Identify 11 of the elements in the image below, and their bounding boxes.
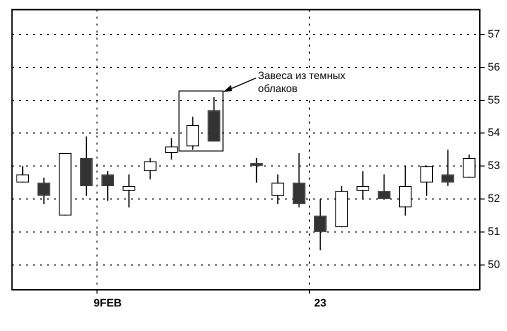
y-tick-label: 54 [488,127,500,140]
y-tick-label: 51 [488,226,500,238]
annotation: Завеса из темных облаков [258,70,358,96]
y-tick-label: 53 [488,160,500,172]
x-tick-label: 9FEB [94,297,122,310]
y-tick-label: 56 [488,61,500,74]
x-tick-label: 23 [314,297,326,310]
y-tick-label: 50 [488,259,500,272]
y-tick-label: 55 [488,94,500,106]
y-tick-label: 57 [488,28,500,40]
y-tick-label: 52 [488,193,500,206]
